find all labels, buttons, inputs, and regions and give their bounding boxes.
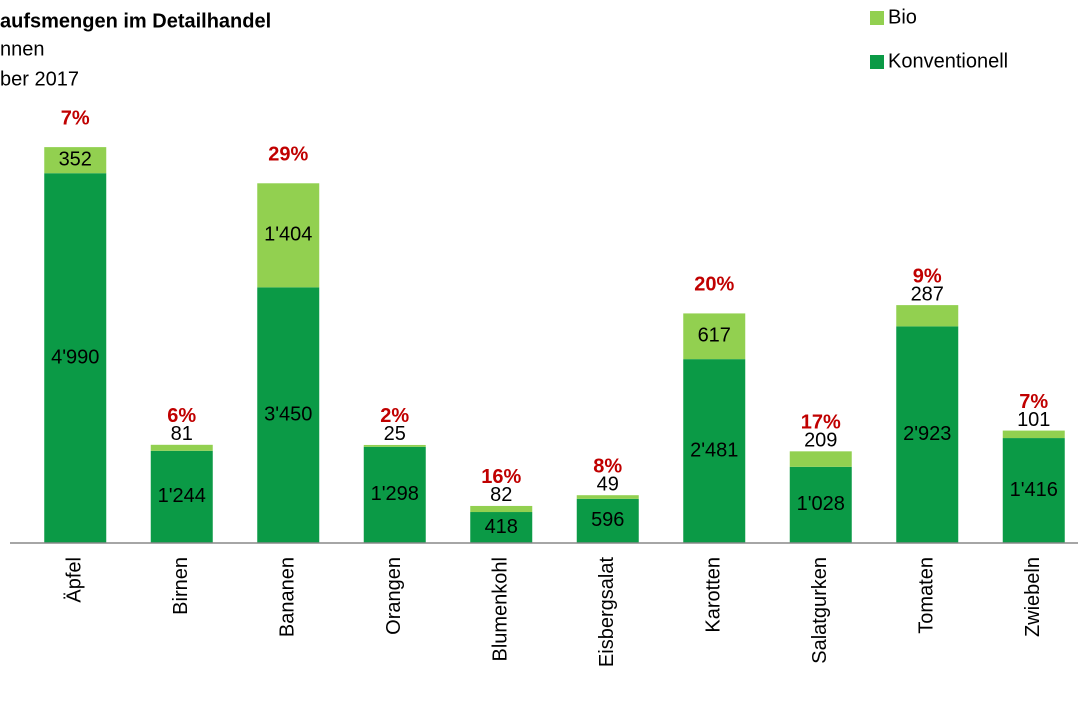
legend-swatch: [870, 11, 884, 25]
share-label: 9%: [913, 265, 942, 287]
subtitle: nnen: [0, 38, 45, 60]
value-label: 2'923: [903, 423, 951, 445]
chart-title: aufsmengen im Detailhandel: [0, 10, 271, 32]
value-label: 287: [911, 283, 944, 305]
x-tick-label: Blumenkohl: [490, 557, 512, 662]
bar-segment: [1002, 438, 1065, 543]
value-label: 81: [171, 423, 193, 445]
legend-label: Bio: [888, 6, 917, 28]
value-label: 1'298: [371, 483, 419, 505]
bar-segment: [896, 305, 959, 327]
share-label: 7%: [1019, 391, 1048, 413]
legend-swatch: [870, 55, 884, 69]
x-tick-label: Äpfel: [64, 557, 86, 603]
value-label: 2'481: [690, 439, 738, 461]
value-label: 418: [485, 516, 518, 538]
value-label: 617: [698, 325, 731, 347]
value-label: 1'404: [264, 224, 312, 246]
bar-segment: [363, 444, 426, 447]
x-tick-label: Bananen: [277, 557, 299, 637]
x-tick-label: Zwiebeln: [1022, 557, 1044, 637]
bar-segment: [363, 446, 426, 543]
bar-segment: [576, 498, 639, 543]
bar-segment: [257, 287, 320, 543]
value-label: 596: [591, 509, 624, 531]
x-tick-label: Orangen: [383, 557, 405, 635]
share-label: 2%: [380, 405, 409, 427]
bar-segment: [683, 359, 746, 543]
share-label: 17%: [801, 412, 841, 434]
share-label: 29%: [268, 144, 308, 166]
share-label: 6%: [167, 405, 196, 427]
x-tick-label: Karotten: [703, 557, 725, 633]
bar-segment: [683, 313, 746, 360]
value-label: 49: [597, 473, 619, 495]
value-label: 352: [59, 148, 92, 170]
bar-segment: [44, 173, 107, 543]
share-label: 16%: [481, 466, 521, 488]
bar-segment: [150, 444, 213, 451]
value-label: 101: [1017, 409, 1050, 431]
legend-label: Konventionell: [888, 50, 1008, 72]
value-label: 82: [490, 484, 512, 506]
value-label: 209: [804, 430, 837, 452]
value-label: 1'244: [158, 485, 206, 507]
bar-segment: [576, 495, 639, 499]
x-tick-label: Tomaten: [916, 557, 938, 634]
bar-segment: [1002, 430, 1065, 439]
value-label: 4'990: [51, 346, 99, 368]
x-tick-label: Salatgurken: [809, 557, 831, 664]
x-tick-label: Birnen: [170, 557, 192, 615]
bar-segment: [257, 183, 320, 288]
share-label: 7%: [61, 107, 90, 129]
x-tick-label: Eisbergsalat: [596, 557, 618, 668]
share-label: 20%: [694, 274, 734, 296]
bar-segment: [470, 505, 533, 513]
value-label: 3'450: [264, 403, 312, 425]
value-label: 1'416: [1010, 479, 1058, 501]
value-label: 1'028: [797, 493, 845, 515]
bar-segment: [789, 466, 852, 543]
bar-segment: [896, 326, 959, 543]
bar-segment: [470, 512, 533, 543]
subtitle: ber 2017: [0, 68, 79, 90]
bar-segment: [150, 450, 213, 543]
share-label: 8%: [593, 455, 622, 477]
value-label: 25: [384, 423, 406, 445]
bar-segment: [44, 147, 107, 174]
bar-segment: [789, 451, 852, 467]
